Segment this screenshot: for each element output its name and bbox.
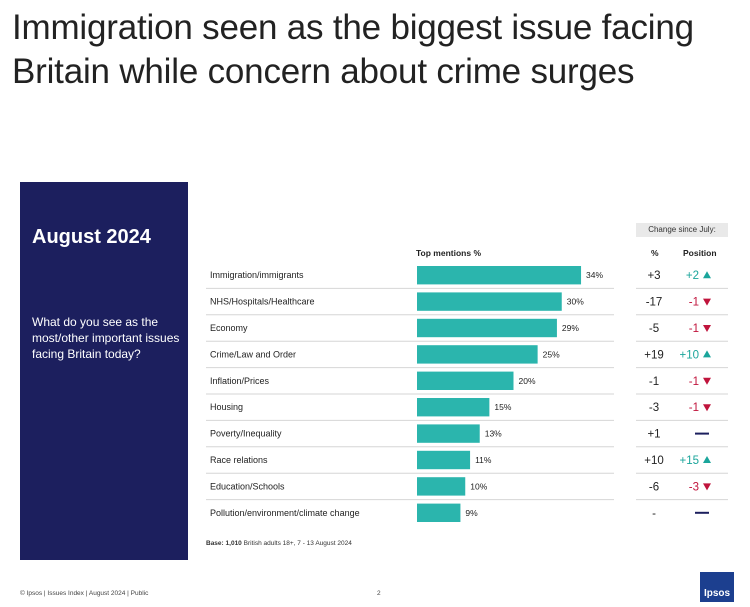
arrow-down-icon [703, 298, 711, 306]
bar [417, 292, 562, 311]
bar [417, 266, 582, 285]
value-label: 30% [567, 297, 584, 307]
pct-change-value: +1 [647, 429, 660, 441]
arrow-up-icon [703, 350, 711, 358]
value-label: 11% [475, 455, 492, 465]
category-label: NHS/Hospitals/Healthcare [210, 297, 315, 307]
pct-change-header: % [651, 248, 659, 258]
arrow-up-icon [703, 271, 711, 279]
arrow-down-icon [703, 404, 711, 412]
position-change-value: -1 [689, 323, 699, 335]
base-count: 1,010 [225, 540, 242, 547]
position-change-value: +15 [679, 455, 699, 467]
category-label: Pollution/environment/climate change [210, 508, 360, 518]
base-text: British adults 18+, 7 - 13 August 2024 [243, 540, 352, 547]
bar [417, 345, 538, 364]
arrow-down-icon [703, 377, 711, 385]
bar [417, 371, 514, 390]
position-change-value: -1 [689, 402, 699, 414]
value-label: 34% [586, 270, 603, 280]
arrow-down-icon [703, 483, 711, 491]
bar [417, 450, 471, 470]
position-change-value: +10 [679, 349, 699, 361]
category-label: Immigration/immigrants [210, 270, 304, 280]
value-label: 10% [470, 481, 487, 491]
value-label: 9% [465, 508, 478, 518]
position-change-value: -1 [689, 376, 699, 388]
pct-change-value: -3 [649, 402, 659, 414]
position-change-value: -3 [689, 481, 699, 493]
category-label: Race relations [210, 455, 268, 465]
bar [417, 318, 557, 338]
value-label: 13% [485, 429, 502, 439]
value-label: 25% [543, 349, 560, 359]
base-label: Base: [206, 540, 224, 547]
category-label: Inflation/Prices [210, 376, 270, 386]
pct-change-value: - [652, 508, 656, 520]
page-title: Immigration seen as the biggest issue fa… [12, 8, 694, 91]
position-change-value: -1 [689, 297, 699, 309]
survey-question: What do you see as the most/other import… [32, 315, 180, 361]
category-label: Crime/Law and Order [210, 349, 296, 359]
value-label: 29% [562, 323, 579, 333]
category-label: Poverty/Inequality [210, 429, 282, 439]
value-label: 15% [494, 402, 511, 412]
pct-change-value: -17 [646, 297, 663, 309]
pct-change-value: -5 [649, 323, 659, 335]
bar [417, 424, 480, 443]
pct-change-value: +19 [644, 349, 664, 361]
arrow-down-icon [703, 325, 711, 332]
bar [417, 477, 466, 496]
arrow-up-icon [703, 456, 711, 463]
position-change-value: +2 [686, 270, 699, 282]
logo-text: Ipsos [703, 588, 731, 599]
bar [417, 398, 490, 417]
top-mentions-header: Top mentions % [416, 248, 482, 258]
page-number: 2 [377, 590, 381, 597]
category-label: Housing [210, 402, 243, 412]
footer-copyright: © Ipsos | Issues Index | August 2024 | P… [20, 590, 149, 597]
panel-title: August 2024 [32, 226, 151, 248]
category-label: Economy [210, 323, 248, 333]
question-panel: August 2024 What do you see as the most/… [20, 182, 188, 560]
position-change-header: Position [683, 248, 717, 258]
bar [417, 503, 461, 522]
change-since-header: Change since July: [636, 223, 728, 237]
value-label: 20% [519, 376, 536, 386]
pct-change-value: +3 [647, 270, 660, 282]
category-label: Education/Schools [210, 481, 285, 491]
ipsos-logo: Ipsos [700, 572, 734, 602]
base-note: Base: 1,010 British adults 18+, 7 - 13 A… [206, 540, 352, 547]
pct-change-value: -6 [649, 481, 659, 493]
pct-change-value: -1 [649, 376, 659, 388]
pct-change-value: +10 [644, 455, 664, 467]
